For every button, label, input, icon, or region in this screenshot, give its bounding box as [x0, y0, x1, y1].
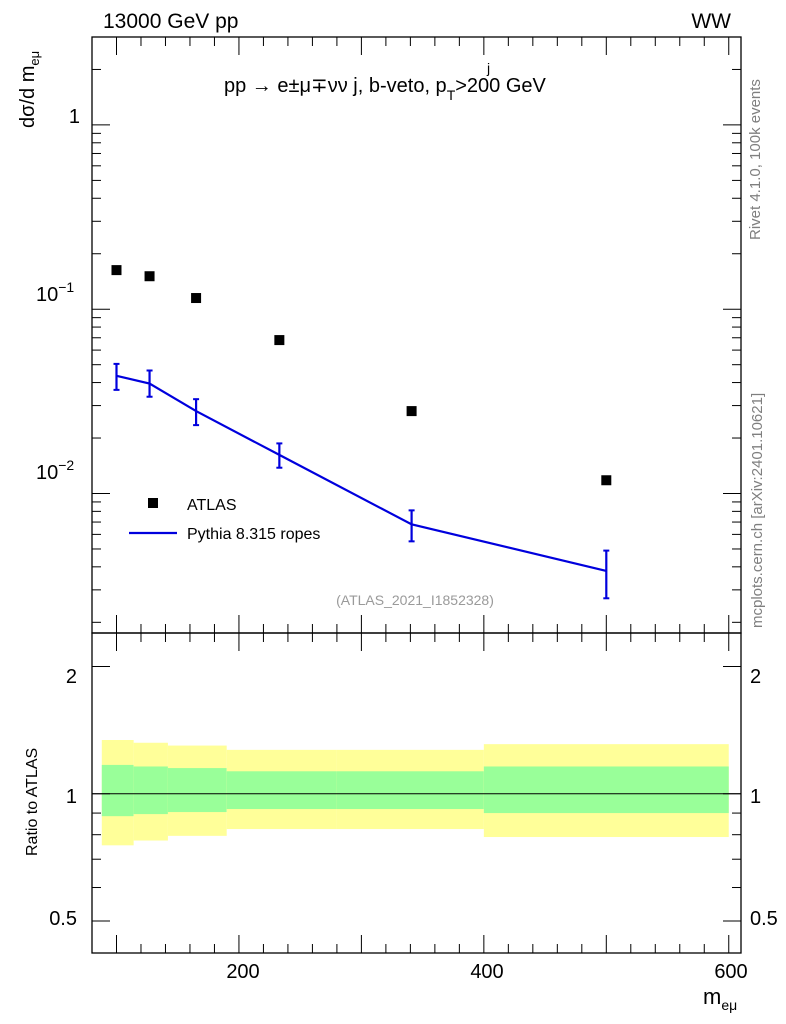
- pythia-series-line: [116, 374, 607, 573]
- ratio-inner-band: [101, 764, 134, 817]
- ratio-tick-label-0.5-right: 0.5: [750, 908, 778, 930]
- ratio-frame: [91, 632, 742, 954]
- analysis-id: (ATLAS_2021_I1852328): [336, 592, 494, 608]
- main-x-ticks: [115, 37, 730, 633]
- ratio-ticks: [92, 633, 741, 953]
- ratio-panel: Ratio to ATLAS 2 1 0.5 2 1 0.5: [24, 632, 778, 954]
- main-data-layer: [111, 265, 612, 600]
- ratio-tick-label-0.5-left: 0.5: [49, 908, 77, 930]
- x-tick-label-600: 600: [714, 961, 747, 983]
- main-y-ticks: [92, 36, 741, 623]
- atlas-data-point: [191, 293, 202, 304]
- ratio-inner-band: [167, 768, 227, 813]
- ratio-tick-label-2-right: 2: [750, 666, 761, 688]
- process-label: WW: [691, 10, 731, 33]
- ratio-inner-band: [226, 771, 337, 810]
- ratio-tick-label-1-left: 1: [66, 786, 77, 808]
- ratio-y-axis-label: Ratio to ATLAS: [24, 748, 41, 856]
- x-tick-label-200: 200: [226, 961, 259, 983]
- plot-title-superscript: j: [486, 60, 490, 76]
- energy-label: 13000 GeV pp: [103, 10, 238, 33]
- ratio-inner-band: [336, 771, 484, 810]
- y-tick-label-1: 1: [69, 106, 80, 128]
- legend-atlas-label: ATLAS: [187, 497, 237, 514]
- main-panel: pp → e±μ∓νν j, b-veto, pT>200 GeV j dσ/d…: [17, 36, 742, 634]
- main-frame: [91, 36, 742, 634]
- ratio-bands-layer: [92, 739, 741, 846]
- atlas-data-point: [601, 475, 612, 486]
- atlas-data-point: [144, 271, 155, 282]
- rivet-label: Rivet 4.1.0, 100k events: [747, 79, 764, 240]
- atlas-data-point: [406, 406, 417, 417]
- legend-atlas-marker: [148, 498, 158, 508]
- atlas-data-point: [274, 335, 285, 346]
- mcplots-label: mcplots.cern.ch [arXiv:2401.10621]: [749, 393, 766, 628]
- ratio-tick-label-1-right: 1: [750, 786, 761, 808]
- plot-title: pp → e±μ∓νν j, b-veto, pT>200 GeV: [224, 75, 547, 103]
- atlas-data-point: [111, 265, 122, 276]
- x-tick-label-400: 400: [470, 961, 503, 983]
- ratio-inner-band: [483, 766, 729, 814]
- x-axis-label: meμ: [703, 984, 737, 1013]
- main-y-axis-label: dσ/d meμ: [17, 51, 42, 128]
- y-tick-label-0.1: 10−1: [36, 279, 74, 306]
- ratio-inner-band: [133, 766, 168, 815]
- legend-pythia-label: Pythia 8.315 ropes: [187, 526, 320, 543]
- ratio-tick-label-2-left: 2: [66, 666, 77, 688]
- y-tick-label-0.01: 10−2: [36, 457, 74, 484]
